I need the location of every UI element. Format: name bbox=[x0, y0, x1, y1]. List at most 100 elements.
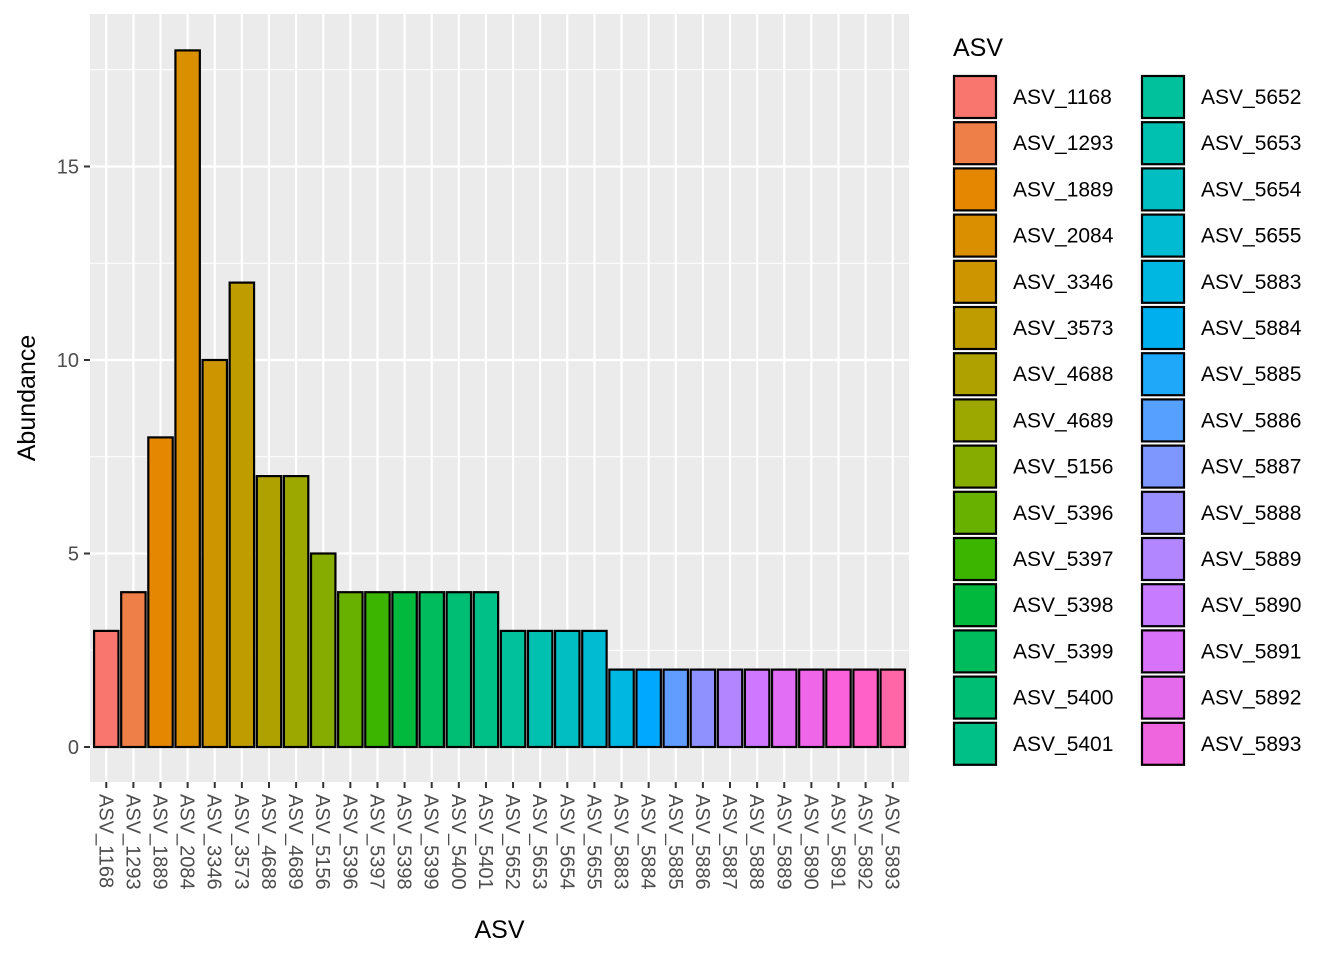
x-tick-label: ASV_5883 bbox=[610, 794, 632, 890]
legend-key-swatch bbox=[1140, 490, 1186, 535]
legend-key-swatch bbox=[1140, 167, 1186, 212]
bar-asv-5893 bbox=[879, 668, 907, 749]
bar-asv-5889 bbox=[770, 668, 798, 749]
legend-key-swatch bbox=[952, 352, 998, 397]
legend-key-swatch bbox=[1140, 675, 1186, 720]
legend-label: ASV_5156 bbox=[1013, 456, 1113, 479]
bar-asv-1889 bbox=[147, 436, 174, 749]
legend-key-swatch bbox=[1140, 121, 1186, 166]
bar-asv-5397 bbox=[364, 591, 391, 749]
legend-label: ASV_1889 bbox=[1013, 178, 1113, 201]
legend-label: ASV_5887 bbox=[1201, 456, 1301, 479]
bar-asv-5892 bbox=[852, 668, 879, 749]
bar-asv-1293 bbox=[120, 591, 147, 749]
legend-key-swatch bbox=[952, 675, 998, 720]
x-tick-label: ASV_5893 bbox=[881, 794, 903, 890]
legend-key-swatch bbox=[952, 74, 998, 120]
x-axis: ASV_1168 ASV_1293 ASV_1889 ASV_2084 ASV_3346… bbox=[94, 782, 903, 890]
y-axis: 0 5 10 15 bbox=[57, 157, 90, 759]
bar-asv-5655 bbox=[581, 629, 608, 749]
bar-asv-5398 bbox=[391, 591, 418, 749]
legend-label: ASV_5654 bbox=[1201, 178, 1302, 201]
bar-asv-4688 bbox=[255, 475, 283, 749]
x-tick-label: ASV_5885 bbox=[664, 794, 686, 890]
legend-title: ASV bbox=[953, 34, 1003, 62]
legend-key-swatch bbox=[952, 167, 998, 212]
x-tick-label: ASV_1168 bbox=[94, 794, 116, 888]
bar-asv-4689 bbox=[282, 475, 310, 749]
x-tick-label: ASV_1293 bbox=[121, 794, 143, 890]
bar-asv-5400 bbox=[445, 591, 473, 749]
legend-label: ASV_5399 bbox=[1013, 640, 1113, 663]
legend-label: ASV_5890 bbox=[1201, 594, 1301, 617]
legend-key-swatch bbox=[1140, 305, 1186, 351]
legend-key-swatch bbox=[1140, 721, 1186, 766]
legend-label: ASV_5883 bbox=[1201, 271, 1301, 294]
x-tick-label: ASV_5655 bbox=[582, 794, 604, 890]
legend-label: ASV_5891 bbox=[1201, 640, 1301, 663]
legend-key-swatch bbox=[1140, 213, 1186, 258]
legend-key-swatch bbox=[952, 259, 998, 304]
legend-key-swatch bbox=[952, 629, 998, 674]
x-tick-label: ASV_5886 bbox=[691, 794, 713, 890]
legend-label: ASV_5398 bbox=[1013, 594, 1113, 617]
legend-label: ASV_5401 bbox=[1013, 733, 1113, 756]
x-tick-label: ASV_5652 bbox=[501, 794, 523, 890]
legend-label: ASV_2084 bbox=[1013, 225, 1114, 248]
bar-asv-5652 bbox=[499, 629, 527, 749]
x-tick-label: ASV_5401 bbox=[474, 794, 496, 890]
x-tick-label: ASV_1889 bbox=[149, 794, 171, 890]
x-tick-label: ASV_5396 bbox=[338, 794, 360, 890]
legend-label: ASV_1168 bbox=[1013, 86, 1112, 109]
bar-asv-5401 bbox=[472, 591, 500, 749]
x-tick-label: ASV_5399 bbox=[420, 794, 442, 890]
x-tick-label: ASV_3573 bbox=[230, 794, 252, 890]
legend-key-swatch bbox=[952, 444, 998, 489]
legend-label: ASV_3346 bbox=[1013, 271, 1113, 294]
y-axis-title: Abundance bbox=[13, 335, 41, 462]
legend-key-swatch bbox=[952, 213, 998, 258]
legend-key-swatch bbox=[952, 490, 998, 535]
bar-asv-5891 bbox=[825, 668, 852, 749]
legend-label: ASV_5885 bbox=[1201, 363, 1301, 386]
legend-key-swatch bbox=[952, 536, 998, 582]
legend-key-swatch bbox=[1140, 444, 1186, 489]
y-tick-label: 10 bbox=[57, 350, 79, 372]
bar-asv-3346 bbox=[201, 358, 229, 749]
legend-label: ASV_5888 bbox=[1201, 502, 1301, 525]
y-tick-label: 15 bbox=[57, 157, 79, 179]
legend-label: ASV_5653 bbox=[1201, 132, 1301, 155]
legend-key-swatch bbox=[952, 583, 998, 628]
legend: ASV ASV_1168 ASV_1293 ASV_1889 ASV_2084 ASV_… bbox=[952, 34, 1302, 766]
legend-label: ASV_5889 bbox=[1201, 548, 1301, 571]
legend-label: ASV_5396 bbox=[1013, 502, 1113, 525]
legend-key-swatch bbox=[1140, 352, 1186, 397]
x-axis-title: ASV bbox=[474, 916, 524, 944]
bars bbox=[92, 49, 907, 749]
x-tick-label: ASV_5397 bbox=[365, 794, 387, 890]
x-tick-label: ASV_2084 bbox=[176, 794, 198, 890]
x-tick-label: ASV_3346 bbox=[203, 794, 225, 890]
bar-asv-5654 bbox=[553, 629, 581, 749]
x-tick-label: ASV_5398 bbox=[393, 794, 415, 890]
legend-key-swatch bbox=[1140, 536, 1186, 582]
bar-asv-5399 bbox=[418, 591, 446, 749]
legend-key-swatch bbox=[952, 121, 998, 166]
x-tick-label: ASV_5654 bbox=[555, 794, 577, 890]
x-tick-label: ASV_5892 bbox=[854, 794, 876, 890]
bar-asv-5396 bbox=[337, 591, 364, 749]
bar-asv-1168 bbox=[92, 629, 120, 749]
bar-asv-5885 bbox=[662, 668, 690, 749]
legend-label: ASV_4689 bbox=[1013, 409, 1113, 432]
bar-asv-5890 bbox=[798, 668, 825, 749]
legend-label: ASV_5893 bbox=[1201, 733, 1301, 756]
legend-label: ASV_5400 bbox=[1013, 687, 1113, 710]
x-tick-label: ASV_5891 bbox=[826, 794, 848, 890]
legend-label: ASV_5892 bbox=[1201, 687, 1301, 710]
bar-asv-3573 bbox=[228, 281, 256, 749]
legend-key-swatch bbox=[1140, 629, 1186, 674]
legend-label: ASV_5397 bbox=[1013, 548, 1113, 571]
legend-label: ASV_5655 bbox=[1201, 225, 1301, 248]
x-tick-label: ASV_5890 bbox=[799, 794, 821, 890]
